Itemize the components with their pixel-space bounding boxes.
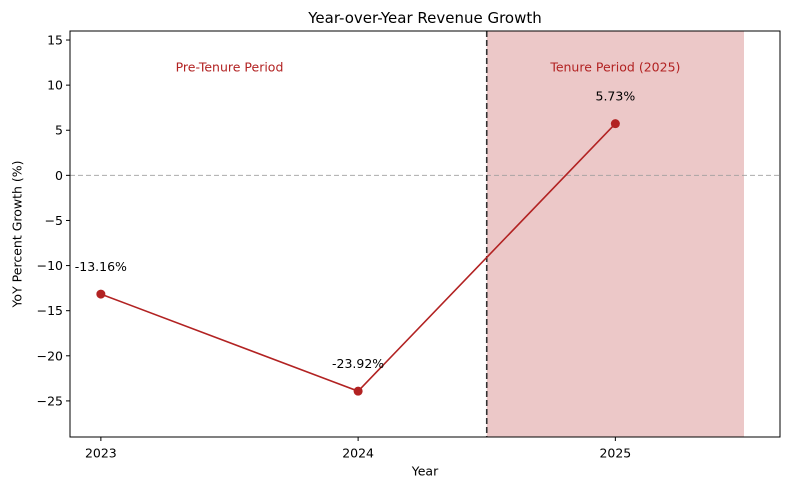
data-label: -13.16% bbox=[75, 259, 127, 274]
y-tick-label: −15 bbox=[37, 303, 63, 318]
y-tick-label: −20 bbox=[37, 348, 63, 363]
plot-frame bbox=[69, 30, 781, 438]
y-axis-ticks: 15 10 5 0 −5 −10 −15 −20 −25 bbox=[37, 33, 70, 408]
y-tick-label: −5 bbox=[45, 213, 63, 228]
y-tick-label: −10 bbox=[37, 258, 63, 273]
chart-title: Year-over-Year Revenue Growth bbox=[307, 9, 542, 27]
data-points bbox=[96, 119, 620, 396]
y-axis-label: YoY Percent Growth (%) bbox=[10, 160, 25, 308]
x-axis-ticks: 2023 2024 2025 bbox=[85, 437, 631, 461]
data-label: 5.73% bbox=[596, 89, 636, 104]
data-point bbox=[610, 119, 620, 129]
x-tick-label: 2024 bbox=[342, 446, 374, 461]
data-label: -23.92% bbox=[332, 356, 384, 371]
y-tick-label: 10 bbox=[47, 78, 63, 93]
x-axis-label: Year bbox=[411, 464, 439, 479]
tenure-annotation: Tenure Period (2025) bbox=[549, 60, 680, 75]
tenure-shaded-region bbox=[486, 31, 744, 437]
y-tick-label: −25 bbox=[37, 393, 63, 408]
y-tick-label: 5 bbox=[55, 123, 63, 138]
data-point bbox=[353, 386, 363, 396]
y-tick-label: 15 bbox=[47, 33, 63, 48]
x-tick-label: 2025 bbox=[599, 446, 631, 461]
y-tick-label: 0 bbox=[55, 168, 63, 183]
data-point bbox=[96, 289, 106, 299]
x-tick-label: 2023 bbox=[85, 446, 117, 461]
data-labels: -13.16% -23.92% 5.73% bbox=[75, 89, 636, 372]
pre-tenure-annotation: Pre-Tenure Period bbox=[176, 60, 284, 75]
